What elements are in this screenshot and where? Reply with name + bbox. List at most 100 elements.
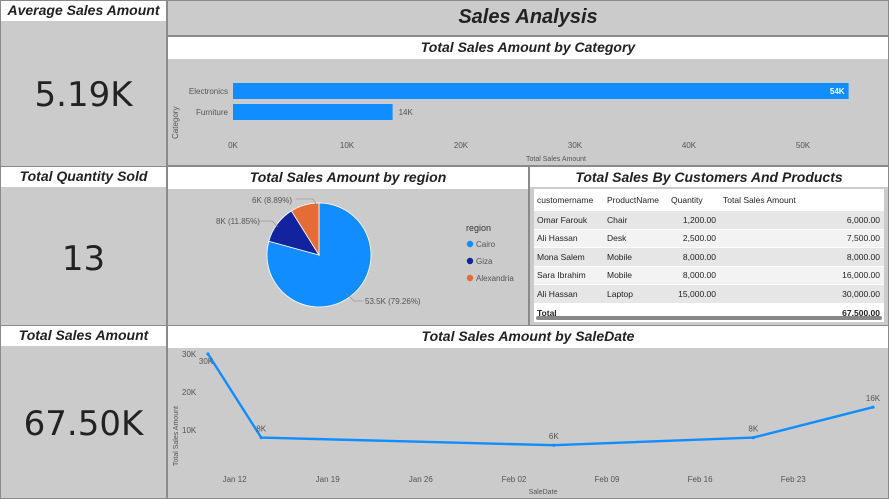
card-value: 67.50K — [23, 404, 144, 444]
y-tick-label: 20K — [182, 388, 197, 397]
data-point[interactable] — [259, 436, 263, 440]
table-row[interactable]: Ali Hassan Laptop 15,000.00 30,000.00 — [534, 285, 884, 304]
cell-customer: Ali Hassan — [537, 288, 578, 299]
category-label: Electronics — [189, 87, 228, 96]
legend-item-cairo[interactable]: Cairo — [466, 240, 496, 249]
cell-product: Desk — [607, 233, 627, 244]
table-row[interactable]: Mona Salem Mobile 8,000.00 8,000.00 — [534, 248, 884, 267]
category-bar-chart[interactable]: Total Sales Amount by Category Category … — [167, 36, 889, 166]
legend-marker-cairo — [466, 240, 474, 248]
card-value: 13 — [61, 239, 106, 279]
x-tick-label: Feb 23 — [781, 475, 806, 484]
sales-table[interactable]: Total Sales By Customers And Products cu… — [529, 166, 889, 326]
label-alexandria: 6K (8.89%) — [252, 196, 292, 205]
report-title: Sales Analysis — [458, 6, 598, 28]
table-row[interactable]: Sara Ibrahim Mobile 8,000.00 16,000.00 — [534, 266, 884, 285]
cell-total: 8,000.00 — [846, 251, 880, 262]
x-tick-label: Jan 19 — [316, 475, 341, 484]
label-giza: 8K (11.85%) — [216, 217, 260, 226]
cell-customer: Ali Hassan — [537, 233, 578, 244]
point-data-label: 8K — [256, 425, 266, 434]
x-tick-label: 0K — [228, 141, 238, 150]
header-customername[interactable]: customername — [537, 195, 594, 205]
header-quantity[interactable]: Quantity — [671, 195, 703, 205]
bar[interactable] — [233, 104, 393, 120]
cell-total: 6,000.00 — [846, 214, 880, 225]
y-tick-label: 10K — [182, 426, 197, 435]
legend-title: region — [466, 223, 491, 233]
legend-item-alexandria[interactable]: Alexandria — [466, 274, 515, 283]
table-row[interactable]: Omar Farouk Chair 1,200.00 6,000.00 — [534, 211, 884, 230]
data-point[interactable] — [206, 352, 210, 356]
cell-product: Chair — [607, 214, 628, 225]
table-body: customername ProductName Quantity Total … — [534, 189, 884, 322]
card-average-sales[interactable]: Average Sales Amount 5.19K — [0, 0, 167, 167]
x-tick-label: 40K — [682, 141, 697, 150]
legend-label-cairo: Cairo — [476, 240, 496, 249]
card-title: Total Sales Amount — [1, 326, 166, 346]
data-point[interactable] — [751, 436, 755, 440]
total-label: Total — [537, 307, 557, 318]
legend-marker-alexandria — [466, 274, 474, 282]
card-title: Total Quantity Sold — [1, 167, 166, 187]
x-tick-label: Feb 02 — [501, 475, 526, 484]
line-chart-canvas: Total Sales Amount 30K 20K 10K Jan 12 Jan 19… — [173, 350, 881, 496]
x-tick-label: Jan 26 — [409, 475, 434, 484]
x-axis-label: Total Sales Amount — [526, 156, 586, 163]
sales-line[interactable] — [206, 353, 874, 447]
horizontal-scrollbar[interactable] — [536, 316, 882, 320]
header-productname[interactable]: ProductName — [607, 195, 659, 205]
table-header: customername ProductName Quantity Total … — [534, 189, 884, 211]
header-total-sales[interactable]: Total Sales Amount — [723, 195, 796, 205]
point-data-label: 6K — [549, 432, 559, 441]
cell-product: Mobile — [607, 251, 633, 262]
data-point[interactable] — [871, 405, 875, 409]
legend-marker-giza — [466, 257, 474, 265]
point-data-label: 30K — [199, 357, 214, 366]
slice-alexandria[interactable] — [290, 202, 320, 257]
card-title: Average Sales Amount — [1, 1, 166, 21]
chart-title: Total Sales By Customers And Products — [530, 167, 888, 187]
y-tick-label: 30K — [182, 350, 197, 359]
legend-item-giza[interactable]: Giza — [466, 257, 493, 266]
cell-quantity: 8,000.00 — [682, 251, 716, 262]
card-total-quantity[interactable]: Total Quantity Sold 13 — [0, 166, 167, 326]
x-tick-label: 50K — [796, 141, 811, 150]
point-data-label: 8K — [748, 425, 758, 434]
category-label: Furniture — [196, 108, 229, 117]
cell-quantity: 15,000.00 — [678, 288, 716, 299]
cell-product: Laptop — [607, 288, 633, 299]
x-tick-label: 30K — [568, 141, 583, 150]
legend-label-alexandria: Alexandria — [476, 274, 514, 283]
cell-customer: Sara Ibrahim — [537, 270, 586, 281]
x-tick-label: 10K — [340, 141, 355, 150]
cell-total: 7,500.00 — [846, 233, 880, 244]
y-axis-label: Total Sales Amount — [173, 406, 180, 466]
cell-total: 30,000.00 — [842, 288, 880, 299]
cell-customer: Mona Salem — [537, 251, 585, 262]
cell-total: 16,000.00 — [842, 270, 880, 281]
region-pie-chart[interactable]: Total Sales Amount by region 6K (8.89%) … — [167, 166, 529, 326]
card-total-sales[interactable]: Total Sales Amount 67.50K — [0, 325, 167, 499]
data-point[interactable] — [552, 443, 556, 447]
point-data-label: 16K — [866, 394, 881, 403]
x-tick-label: Jan 12 — [223, 475, 248, 484]
label-cairo: 53.5K (79.26%) — [365, 297, 421, 306]
cell-product: Mobile — [607, 270, 633, 281]
card-value: 5.19K — [34, 75, 133, 115]
pie-chart-canvas: 6K (8.89%) 8K (11.85%) 53.5K (79.26%) re… — [216, 196, 515, 308]
chart-title: Total Sales Amount by SaleDate — [168, 326, 888, 348]
table-row[interactable]: Ali Hassan Desk 2,500.00 7,500.00 — [534, 229, 884, 248]
bar-data-label: 14K — [399, 108, 414, 117]
total-value: 67,500.00 — [842, 307, 880, 318]
y-axis-label: Category — [171, 107, 180, 139]
chart-title: Total Sales Amount by Category — [168, 37, 888, 59]
x-tick-label: Feb 09 — [595, 475, 620, 484]
saledate-line-chart[interactable]: Total Sales Amount by SaleDate Total Sal… — [167, 325, 889, 499]
x-tick-label: Feb 16 — [688, 475, 713, 484]
bar[interactable] — [233, 83, 849, 99]
bar-data-label: 54K — [830, 87, 845, 96]
report-header: Sales Analysis — [167, 0, 889, 36]
cell-quantity: 8,000.00 — [682, 270, 716, 281]
cell-customer: Omar Farouk — [537, 214, 588, 225]
